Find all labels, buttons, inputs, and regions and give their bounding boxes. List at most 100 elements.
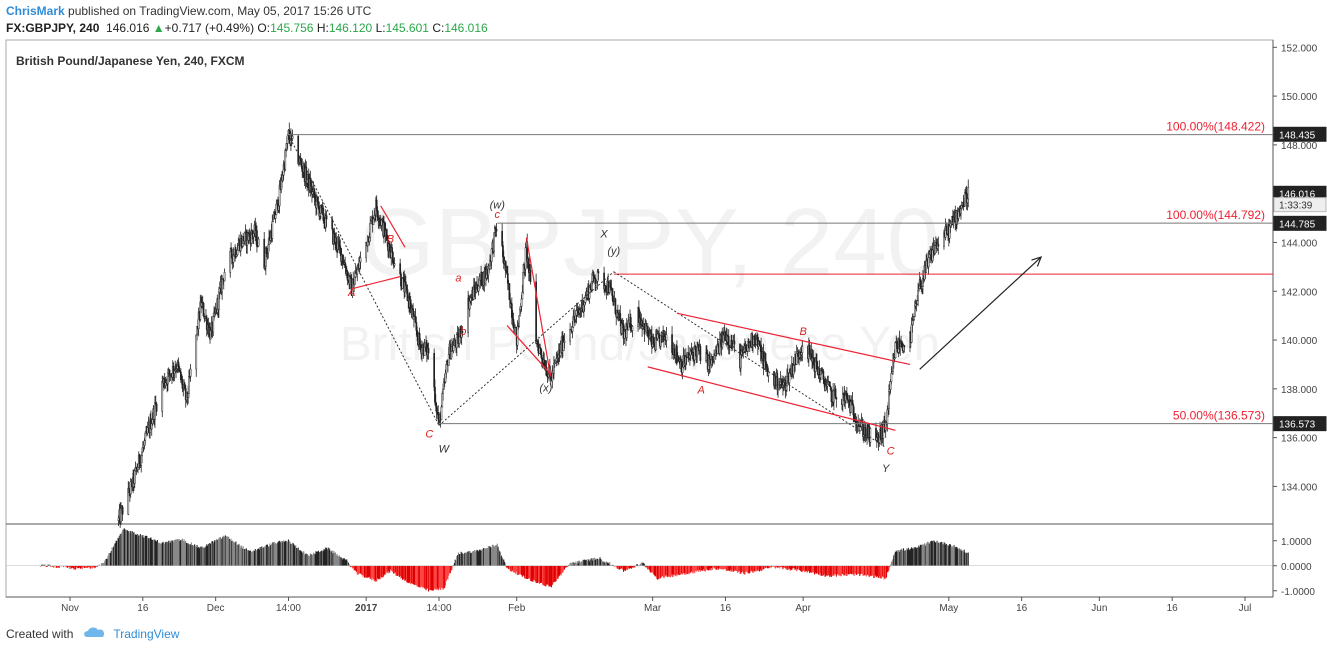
high-value: 146.120 [328, 21, 373, 35]
candle-body [563, 340, 566, 343]
x-tick-label: Jul [1239, 603, 1252, 614]
candle-body [230, 248, 233, 259]
candle-body [890, 373, 893, 382]
candle [967, 179, 970, 208]
osc-y-tick-label: 0.0000 [1281, 562, 1312, 573]
x-tick-label: 16 [720, 603, 732, 614]
candle-body [236, 249, 239, 256]
x-tick-label: Dec [207, 603, 225, 614]
candle [359, 251, 362, 270]
candle-body [404, 281, 407, 286]
x-tick-label: Feb [508, 603, 526, 614]
forecast-arrow-head [1031, 256, 1043, 267]
candle [563, 333, 566, 349]
y-tick-label: 142.000 [1281, 287, 1318, 298]
last-price: 146.016 [106, 21, 150, 35]
candle-body [631, 325, 634, 331]
y-tick-label: 152.000 [1281, 43, 1318, 54]
candle [291, 129, 294, 142]
candle-body [967, 187, 970, 200]
candle-body [835, 397, 838, 400]
wave-label: b [460, 326, 466, 338]
y-tick-label: 136.000 [1281, 434, 1318, 445]
price-badge [1273, 197, 1327, 213]
y-tick-label: 144.000 [1281, 238, 1318, 249]
candle [518, 315, 520, 328]
price-badge-label: 144.785 [1279, 219, 1316, 230]
price-badge-label: 136.573 [1279, 420, 1316, 431]
candle [535, 273, 537, 345]
low-label: L: [375, 21, 386, 35]
osc-y-tick-label: -1.0000 [1281, 587, 1315, 598]
high-label: H: [316, 21, 329, 35]
dotted-trend-line [438, 271, 615, 426]
candle [121, 505, 124, 521]
candle-body [393, 263, 396, 266]
wave-label: A [697, 385, 705, 397]
x-tick-label: 14:00 [276, 603, 301, 614]
candle [155, 401, 158, 416]
footer: Created with TradingView [6, 626, 179, 641]
candle-body [445, 364, 448, 374]
candle [393, 257, 396, 268]
candle-body [495, 228, 498, 232]
symbol-label: FX:GBPJPY, 240 [6, 21, 100, 35]
wave-label: c [495, 209, 501, 221]
candle-body [141, 451, 143, 457]
candle [699, 343, 702, 365]
candle-body [271, 221, 274, 239]
candle-body [665, 334, 668, 341]
wave-label: C [887, 446, 895, 458]
tradingview-logo-icon [83, 626, 107, 641]
candle-body [699, 345, 702, 361]
wave-label: C [425, 429, 433, 441]
fib-label: 100.00%(148.422) [1166, 120, 1265, 134]
tradingview-link[interactable]: TradingView [113, 626, 180, 641]
candle-body [133, 470, 136, 484]
candle-body [869, 428, 872, 443]
candle-body [144, 432, 147, 442]
candle [767, 368, 770, 383]
candle-body [274, 214, 277, 219]
y-tick-label: 138.000 [1281, 385, 1318, 396]
candle-body [656, 333, 659, 339]
candle [903, 344, 906, 353]
published-text: published on TradingView.com, May 05, 20… [64, 4, 372, 18]
wave-label: B [799, 326, 806, 338]
y-tick-label: 148.000 [1281, 141, 1318, 152]
publish-line: ChrisMark published on TradingView.com, … [6, 4, 371, 18]
wave-label: A [347, 287, 355, 299]
low-value: 145.601 [385, 21, 429, 35]
candle [257, 236, 260, 247]
candle-body [927, 257, 930, 268]
candle-body [481, 271, 483, 287]
x-tick-label: Mar [644, 603, 662, 614]
candle [461, 326, 464, 337]
candle-body [777, 387, 779, 391]
x-tick-label: Jun [1091, 603, 1107, 614]
candle [597, 268, 600, 280]
price-badge-label: 146.016 [1279, 189, 1316, 200]
candle-body [788, 372, 791, 384]
candle [427, 342, 430, 360]
candle [223, 268, 226, 282]
red-trend-line [351, 276, 401, 290]
candle-body [223, 272, 226, 282]
close-label: C: [432, 21, 445, 35]
candle-body [416, 330, 419, 338]
candle-body [529, 270, 532, 283]
created-with-text: Created with [6, 626, 74, 641]
wave-label: (y) [607, 246, 620, 258]
candle-body [903, 345, 906, 348]
x-tick-label: May [939, 603, 958, 614]
candle [733, 333, 736, 353]
candle-body [121, 506, 124, 515]
candle-body [137, 467, 139, 470]
x-tick-label: Apr [795, 603, 811, 614]
y-tick-label: 140.000 [1281, 336, 1318, 347]
price-badge [1273, 416, 1327, 432]
candle-body [291, 135, 294, 139]
author-link[interactable]: ChrisMark [6, 4, 65, 18]
candle-body [189, 368, 192, 377]
